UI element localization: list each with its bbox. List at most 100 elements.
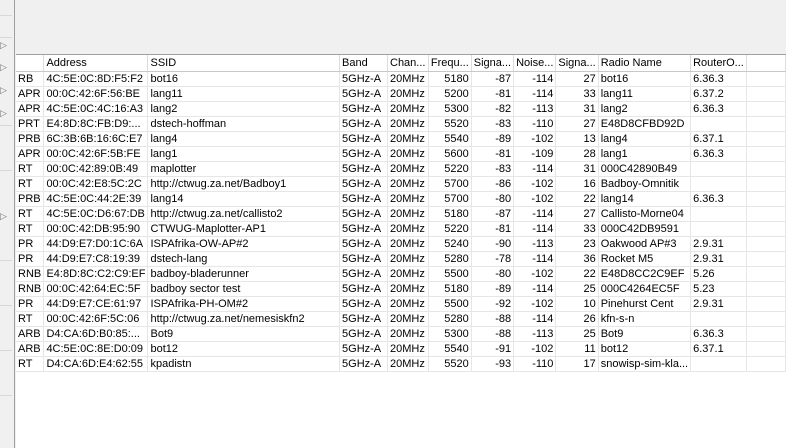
cell-frequency: 5220 <box>428 161 472 177</box>
table-row[interactable]: ARB 4C:5E:0C:8E:D0:09 bot12 5GHz-A 20MHz 5540… <box>16 341 786 357</box>
cell-frequency: 5600 <box>428 146 472 162</box>
cell-flags: PRT <box>16 116 45 132</box>
column-header-flags[interactable] <box>16 55 45 72</box>
cell-routeros-version <box>690 221 747 237</box>
cell-routeros-version <box>690 311 747 327</box>
cell-routeros-version: 2.9.31 <box>690 296 747 312</box>
cell-band: 5GHz-A <box>339 281 388 297</box>
table-row[interactable]: RNB 00:0C:42:64:EC:5F badboy sector test 5G… <box>16 281 786 297</box>
table-row[interactable]: PR 44:D9:E7:D0:1C:6A ISPAfrika-OW-AP#2 5GHz… <box>16 236 786 252</box>
table-row[interactable]: APR 4C:5E:0C:4C:16:A3 lang2 5GHz-A 20MHz 5300… <box>16 101 786 117</box>
cell-channel-width: 20MHz <box>387 311 429 327</box>
cell-signal-to-noise: 27 <box>555 116 599 132</box>
cell-routeros-version: 6.36.3 <box>690 191 747 207</box>
divider <box>0 260 12 261</box>
cell-band: 5GHz-A <box>339 86 388 102</box>
cell-address: E4:8D:8C:C2:C9:EF <box>43 266 149 282</box>
cell-address: 44:D9:E7:C8:19:39 <box>43 251 149 267</box>
table-row[interactable]: RB 4C:5E:0C:8D:F5:F2 bot16 5GHz-A 20MHz 5180-… <box>16 71 786 87</box>
table-row[interactable]: APR 00:0C:42:6F:5B:FE lang1 5GHz-A 20MHz 5600… <box>16 146 786 162</box>
cell-channel-width: 20MHz <box>387 281 429 297</box>
column-header-noise-floor[interactable]: Noise... <box>513 55 557 72</box>
table-row[interactable]: APR 00:0C:42:6F:56:BE lang11 5GHz-A 20MHz 520… <box>16 86 786 102</box>
column-header-channel-width[interactable]: Chan... <box>387 55 429 72</box>
cell-channel-width: 20MHz <box>387 161 429 177</box>
table-row[interactable]: PR 44:D9:E7:CE:61:97 ISPAfrika-PH-OM#2 5GHz… <box>16 296 786 312</box>
cell-filler <box>746 296 786 312</box>
column-header-signal-strength[interactable]: Signa... <box>471 55 515 72</box>
cell-routeros-version: 6.36.3 <box>690 146 747 162</box>
divider <box>0 305 12 306</box>
cell-flags: RT <box>16 206 45 222</box>
column-header-address[interactable]: Address <box>43 55 149 72</box>
cell-signal-strength: -81 <box>471 86 515 102</box>
divider <box>0 37 12 38</box>
cell-signal-to-noise: 31 <box>555 161 599 177</box>
column-header-frequency[interactable]: Frequ... <box>428 55 472 72</box>
table-row[interactable]: RT 00:0C:42:6F:5C:06 http://ctwug.za.net/n… <box>16 311 786 327</box>
cell-flags: RT <box>16 176 45 192</box>
cell-address: 44:D9:E7:CE:61:97 <box>43 296 149 312</box>
column-header-ssid[interactable]: SSID <box>147 55 341 72</box>
cell-signal-strength: -82 <box>471 101 515 117</box>
column-header-band[interactable]: Band <box>339 55 388 72</box>
submenu-arrow-icon[interactable]: ▷ <box>0 62 7 72</box>
column-header-routeros-version[interactable]: RouterO... <box>690 55 747 72</box>
scan-results-table: Address SSID Band Chan... Frequ... Signa... No… <box>16 54 786 448</box>
cell-ssid: Bot9 <box>147 326 341 342</box>
cell-signal-to-noise: 28 <box>555 146 599 162</box>
cell-noise-floor: -102 <box>513 191 557 207</box>
table-row[interactable]: PRB 6C:3B:6B:16:6C:E7 lang4 5GHz-A 20MHz 5540… <box>16 131 786 147</box>
cell-routeros-version: 2.9.31 <box>690 236 747 252</box>
cell-filler <box>746 221 786 237</box>
cell-flags: APR <box>16 146 45 162</box>
table-row[interactable]: ARB D4:CA:6D:B0:85:... Bot9 5GHz-A 20MHz 5300… <box>16 326 786 342</box>
table-row[interactable]: PRT E4:8D:8C:FB:D9:... dstech-hoffman 5GHz-… <box>16 116 786 132</box>
cell-noise-floor: -109 <box>513 146 557 162</box>
cell-ssid: bot12 <box>147 341 341 357</box>
cell-filler <box>746 236 786 252</box>
cell-routeros-version: 6.36.3 <box>690 71 747 87</box>
column-header-radio-name[interactable]: Radio Name <box>598 55 692 72</box>
cell-signal-to-noise: 27 <box>555 206 599 222</box>
submenu-arrow-icon[interactable]: ▷ <box>0 40 7 50</box>
table-row[interactable]: RNB E4:8D:8C:C2:C9:EF badboy-bladerunner 5G… <box>16 266 786 282</box>
cell-band: 5GHz-A <box>339 251 388 267</box>
cell-routeros-version: 5.26 <box>690 266 747 282</box>
cell-channel-width: 20MHz <box>387 86 429 102</box>
cell-routeros-version: 6.36.3 <box>690 326 747 342</box>
cell-ssid: lang1 <box>147 146 341 162</box>
cell-frequency: 5300 <box>428 101 472 117</box>
cell-frequency: 5540 <box>428 341 472 357</box>
cell-channel-width: 20MHz <box>387 191 429 207</box>
cell-signal-strength: -89 <box>471 131 515 147</box>
table-row[interactable]: RT 00:0C:42:E8:5C:2C http://ctwug.za.net/B… <box>16 176 786 192</box>
cell-ssid: lang4 <box>147 131 341 147</box>
column-header-signal-to-noise[interactable]: Signa... <box>555 55 599 72</box>
table-row[interactable]: PRB 4C:5E:0C:44:2E:39 lang14 5GHz-A 20MHz 570… <box>16 191 786 207</box>
table-row[interactable]: RT D4:CA:6D:E4:62:55 kpadistn 5GHz-A 20MHz 55… <box>16 356 786 372</box>
cell-noise-floor: -114 <box>513 281 557 297</box>
cell-channel-width: 20MHz <box>387 146 429 162</box>
table-row[interactable]: RT 00:0C:42:DB:95:90 CTWUG-Maplotter-AP1 5G… <box>16 221 786 237</box>
cell-ssid: http://ctwug.za.net/callisto2 <box>147 206 341 222</box>
submenu-arrow-icon[interactable]: ▷ <box>0 211 7 221</box>
table-row[interactable]: RT 00:0C:42:89:0B:49 maplotter 5GHz-A 20MHz 5… <box>16 161 786 177</box>
cell-frequency: 5700 <box>428 176 472 192</box>
cell-routeros-version <box>690 176 747 192</box>
cell-routeros-version: 6.37.1 <box>690 341 747 357</box>
cell-flags: PR <box>16 251 45 267</box>
cell-radio-name: Badboy-Omnitik <box>598 176 692 192</box>
cell-signal-strength: -86 <box>471 176 515 192</box>
cell-ssid: badboy-bladerunner <box>147 266 341 282</box>
submenu-arrow-icon[interactable]: ▷ <box>0 85 7 95</box>
cell-frequency: 5500 <box>428 266 472 282</box>
cell-channel-width: 20MHz <box>387 116 429 132</box>
cell-address: 4C:5E:0C:44:2E:39 <box>43 191 149 207</box>
submenu-arrow-icon[interactable]: ▷ <box>0 108 7 118</box>
cell-ssid: http://ctwug.za.net/nemesiskfn2 <box>147 311 341 327</box>
cell-signal-strength: -90 <box>471 236 515 252</box>
cell-band: 5GHz-A <box>339 296 388 312</box>
table-row[interactable]: RT 4C:5E:0C:D6:67:DB http://ctwug.za.net/c… <box>16 206 786 222</box>
table-row[interactable]: PR 44:D9:E7:C8:19:39 dstech-lang 5GHz-A 20MH… <box>16 251 786 267</box>
